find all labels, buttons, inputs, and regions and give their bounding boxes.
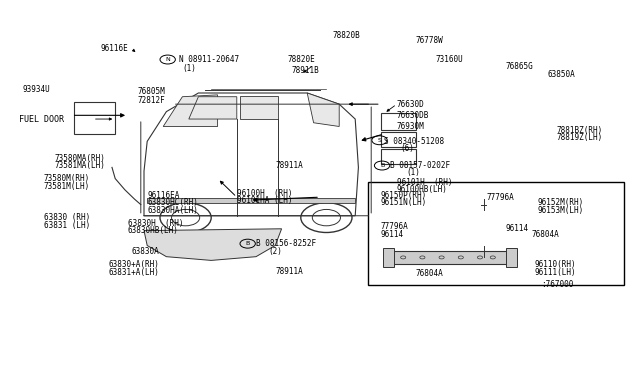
- Text: 96100HB(LH): 96100HB(LH): [397, 185, 447, 194]
- Text: 73160U: 73160U: [435, 55, 463, 64]
- Bar: [368, 182, 624, 285]
- Text: 63830 (RH): 63830 (RH): [44, 213, 90, 222]
- Text: 96110(RH): 96110(RH): [534, 260, 576, 269]
- Text: 76805M: 76805M: [138, 87, 165, 96]
- Text: 78911A: 78911A: [275, 267, 303, 276]
- Text: 96153M(LH): 96153M(LH): [538, 206, 584, 215]
- Text: 73581M(LH): 73581M(LH): [44, 182, 90, 190]
- Text: 73580MA(RH): 73580MA(RH): [54, 154, 105, 163]
- Text: 63850A: 63850A: [547, 70, 575, 79]
- Text: 76930M: 76930M: [397, 122, 424, 131]
- Text: S 08340-51208: S 08340-51208: [384, 137, 444, 146]
- Text: 76804A: 76804A: [416, 269, 444, 278]
- Bar: [381, 149, 416, 164]
- Text: 93934U: 93934U: [22, 85, 50, 94]
- Text: 96111(LH): 96111(LH): [534, 268, 576, 277]
- Text: :767000: :767000: [541, 280, 573, 289]
- Text: 76630DB: 76630DB: [397, 111, 429, 120]
- Text: FUEL DOOR: FUEL DOOR: [19, 115, 64, 124]
- Text: (6): (6): [400, 144, 414, 153]
- Text: 63831+A(LH): 63831+A(LH): [109, 268, 159, 277]
- Text: 63831 (LH): 63831 (LH): [44, 221, 90, 230]
- Bar: [381, 113, 416, 130]
- Text: 78911B: 78911B: [291, 66, 319, 75]
- Text: 77796A: 77796A: [486, 193, 514, 202]
- Text: B: B: [246, 241, 250, 246]
- Text: 63830A: 63830A: [131, 247, 159, 256]
- Text: 63830HC(RH): 63830HC(RH): [147, 198, 198, 207]
- Text: 76630D: 76630D: [397, 100, 424, 109]
- Text: 96150P(RH): 96150P(RH): [381, 191, 427, 200]
- Text: S: S: [378, 138, 381, 143]
- Text: B: B: [380, 163, 384, 168]
- Text: 76804A: 76804A: [531, 230, 559, 239]
- Text: B 08156-8252F: B 08156-8252F: [256, 239, 316, 248]
- Bar: [74, 102, 115, 134]
- Text: 77796A: 77796A: [381, 222, 408, 231]
- Text: 96100H  (RH): 96100H (RH): [237, 189, 292, 198]
- Bar: [381, 132, 416, 147]
- PathPatch shape: [144, 229, 282, 260]
- Text: 78911A: 78911A: [275, 161, 303, 170]
- Text: 96114: 96114: [506, 224, 529, 233]
- Text: 76865G: 76865G: [506, 62, 533, 71]
- Text: 96101HA (LH): 96101HA (LH): [237, 196, 292, 205]
- Text: 96152M(RH): 96152M(RH): [538, 198, 584, 207]
- Text: (2): (2): [269, 247, 283, 256]
- Text: 7881BZ(RH): 7881BZ(RH): [557, 126, 603, 135]
- PathPatch shape: [307, 93, 339, 126]
- Text: 63830HB(LH): 63830HB(LH): [128, 226, 179, 235]
- Text: 63830HA(LH): 63830HA(LH): [147, 206, 198, 215]
- Text: 96114: 96114: [381, 230, 404, 239]
- Text: 96116EA: 96116EA: [147, 191, 180, 200]
- Bar: [383, 248, 394, 267]
- Bar: [392, 251, 507, 264]
- Text: 96151N(LH): 96151N(LH): [381, 198, 427, 207]
- Text: N 08911-20647: N 08911-20647: [179, 55, 239, 64]
- Text: 73581MA(LH): 73581MA(LH): [54, 161, 105, 170]
- Text: (1): (1): [182, 64, 196, 73]
- Text: N: N: [165, 57, 170, 62]
- PathPatch shape: [189, 97, 237, 119]
- PathPatch shape: [163, 95, 218, 126]
- Text: 96101H  (RH): 96101H (RH): [397, 178, 452, 187]
- Text: 78820E: 78820E: [288, 55, 316, 64]
- Text: 72812F: 72812F: [138, 96, 165, 105]
- Text: 78819Z(LH): 78819Z(LH): [557, 133, 603, 142]
- PathPatch shape: [147, 198, 355, 203]
- Text: 78820B: 78820B: [333, 31, 360, 40]
- Text: 76778W: 76778W: [416, 36, 444, 45]
- Bar: [506, 248, 517, 267]
- Text: 96116E: 96116E: [100, 44, 128, 53]
- Text: B 08157-0202F: B 08157-0202F: [390, 161, 451, 170]
- Text: 73580M(RH): 73580M(RH): [44, 174, 90, 183]
- Text: 63830+A(RH): 63830+A(RH): [109, 260, 159, 269]
- Text: (1): (1): [406, 169, 420, 177]
- Text: 63830H  (RH): 63830H (RH): [128, 219, 184, 228]
- PathPatch shape: [240, 96, 278, 119]
